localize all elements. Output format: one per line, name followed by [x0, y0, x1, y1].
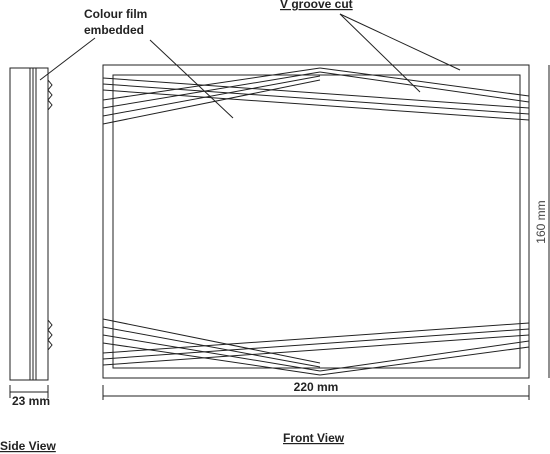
film-label: Colour film: [84, 7, 147, 21]
front-view-drawing: [102, 64, 550, 400]
film-label: embedded: [84, 23, 144, 37]
height-label: 160 mm: [534, 200, 548, 243]
side-view-label: Side View: [0, 439, 56, 453]
groove-label: V groove cut: [280, 0, 353, 11]
side-view-drawing: [9, 67, 53, 398]
depth-label: 23 mm: [12, 394, 50, 408]
width-label: 220 mm: [294, 380, 339, 394]
leader-lines: [39, 13, 461, 119]
front-view-label: Front View: [283, 431, 345, 445]
